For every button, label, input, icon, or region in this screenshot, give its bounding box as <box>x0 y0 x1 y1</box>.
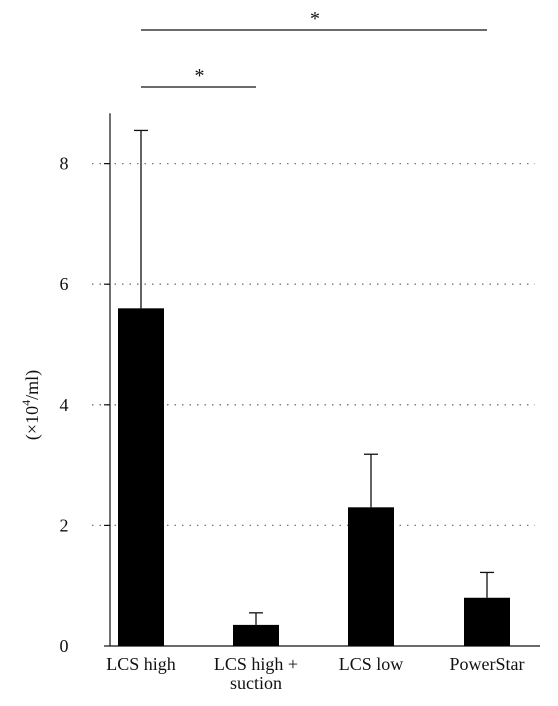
error-bars-layer <box>134 129 494 625</box>
y-tick-label: 0 <box>60 636 69 656</box>
y-axis-label-prefix: (×10 <box>22 406 43 440</box>
category-label: LCS high + <box>214 654 298 674</box>
significance-star: * <box>195 65 205 87</box>
y-axis-label-suffix: /ml) <box>22 370 43 400</box>
bar <box>233 624 279 646</box>
bar <box>348 507 394 646</box>
category-labels: LCS high LCS high +suction LCS low PowerSta… <box>106 654 524 693</box>
category-label: LCS high <box>106 654 176 674</box>
category-label: LCS low <box>339 654 404 674</box>
y-tick-label: 8 <box>60 154 69 174</box>
y-axis-label-superscript: 4 <box>19 400 33 406</box>
significance-brackets: ** <box>141 8 487 88</box>
category-label: suction <box>230 673 282 693</box>
bar <box>464 597 510 646</box>
significance-star: * <box>310 8 320 30</box>
bar <box>118 308 164 646</box>
y-tick-label: 6 <box>60 274 69 294</box>
y-tick-label: 4 <box>60 395 69 415</box>
y-axis-label: (×104/ml) <box>19 370 43 440</box>
bars-layer <box>118 308 510 646</box>
category-label: PowerStar <box>450 654 525 674</box>
y-tick-label: 2 <box>60 515 69 535</box>
